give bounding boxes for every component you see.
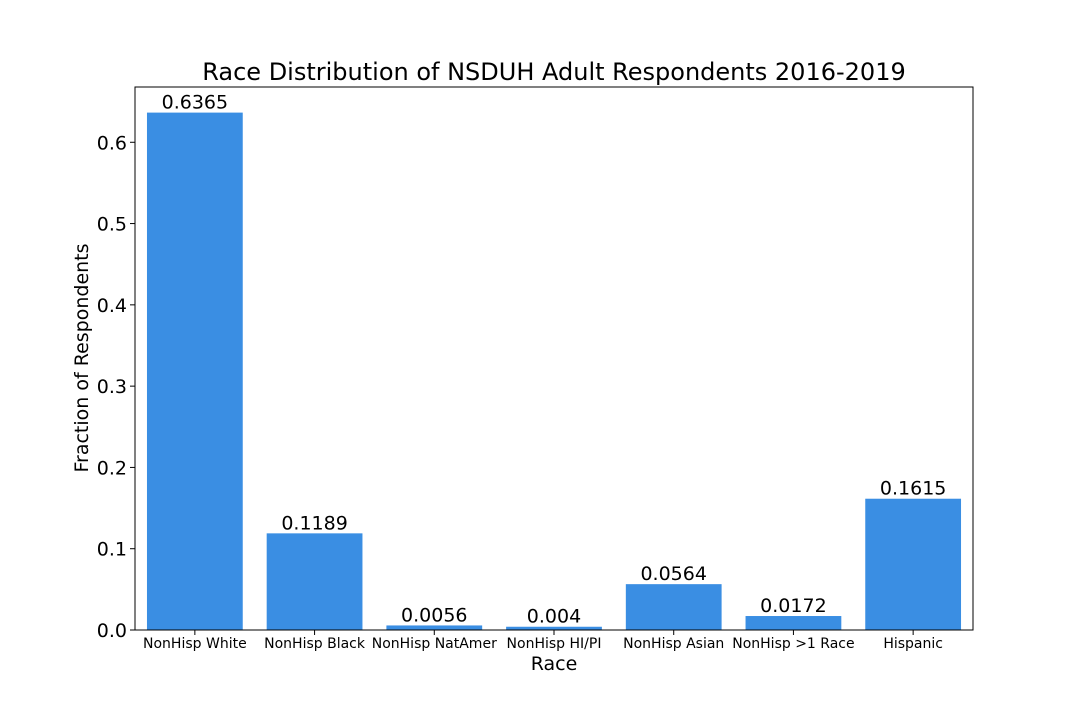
bars-layer	[146, 112, 962, 631]
x-tick-label: NonHisp NatAmer	[372, 636, 497, 652]
bar	[146, 112, 243, 631]
y-tick-label: 0.4	[97, 295, 127, 317]
x-tick-label: NonHisp HI/PI	[507, 636, 602, 652]
x-tick-label: Hispanic	[883, 636, 943, 652]
bar	[745, 616, 842, 630]
y-tick-label: 0.6	[97, 132, 127, 154]
bar	[625, 584, 722, 630]
bar	[386, 625, 483, 630]
data-label: 0.1615	[880, 478, 946, 500]
y-axis: 0.0 0.1 0.2 0.3 0.4 0.5 0.6	[97, 132, 135, 642]
x-axis-label: Race	[531, 653, 578, 675]
data-label: 0.0172	[760, 595, 826, 617]
data-label: 0.0056	[401, 604, 467, 626]
plot-frame	[134, 86, 974, 631]
x-tick-label: NonHisp Black	[264, 636, 366, 652]
x-axis: NonHisp White NonHisp Black NonHisp NatAme…	[143, 630, 943, 652]
bar	[266, 533, 363, 630]
data-label: 0.1189	[281, 512, 347, 534]
data-label: 0.004	[527, 606, 581, 628]
y-tick-label: 0.2	[97, 457, 127, 479]
x-tick-label: NonHisp >1 Race	[732, 636, 854, 652]
chart-title: Race Distribution of NSDUH Adult Respond…	[202, 58, 905, 86]
data-labels: 0.6365 0.1189 0.0056 0.004 0.0564 0.0172 0.161…	[162, 92, 947, 628]
x-tick-label: NonHisp White	[143, 636, 247, 652]
x-tick-label: NonHisp Asian	[623, 636, 724, 652]
y-axis-label: Fraction of Respondents	[71, 243, 93, 472]
data-label: 0.0564	[640, 563, 706, 585]
y-tick-label: 0.3	[97, 376, 127, 398]
data-label: 0.6365	[162, 92, 228, 114]
y-tick-label: 0.1	[97, 539, 127, 561]
bar	[865, 498, 962, 630]
y-tick-label: 0.5	[97, 214, 127, 236]
bar	[506, 626, 602, 630]
y-tick-label: 0.0	[97, 620, 127, 642]
